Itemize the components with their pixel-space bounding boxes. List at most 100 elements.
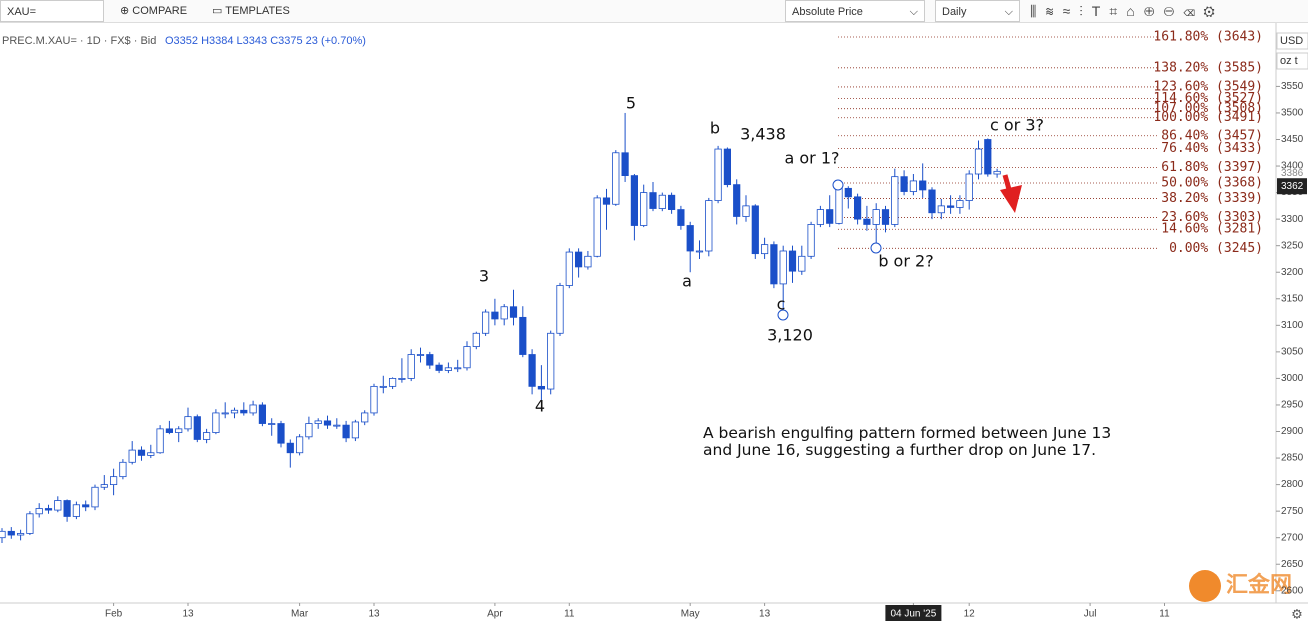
down-arrow (1000, 174, 1022, 213)
candle-body-down (686, 225, 694, 252)
candle-body-down (751, 205, 759, 255)
candle-body-down (258, 404, 267, 424)
candle-body-down (668, 194, 676, 210)
y-tick-label: 3250 (1281, 240, 1304, 251)
wave-label: c (777, 295, 786, 314)
y-tick-label: 2650 (1281, 559, 1304, 570)
candle-body-down (900, 176, 908, 192)
candle-body-up (547, 332, 555, 390)
candle-body-up (100, 484, 108, 488)
candle-body-down (537, 385, 546, 390)
x-tick-label: 04 Jun '25 (890, 609, 936, 620)
candle-body-up (816, 209, 825, 225)
candle-body-up (444, 367, 453, 371)
wave-label: 4 (535, 397, 545, 416)
watermark-text: 汇金网 (1226, 572, 1292, 598)
y-tick-label: 3100 (1281, 320, 1304, 331)
symbol-search[interactable]: XAU= (0, 0, 104, 22)
toolbar: XAU= ⊕ COMPARE ▭ TEMPLATES Absolute Pric… (0, 0, 1308, 23)
candle-body-up (965, 173, 973, 201)
templates-button[interactable]: ▭ TEMPLATES (212, 5, 290, 17)
candle-body-up (761, 244, 769, 255)
wave-label: a (682, 272, 692, 291)
settings-icon[interactable]: ⚙ (1291, 606, 1303, 621)
candle-body-down (788, 250, 797, 272)
y-tick-label: 3550 (1281, 81, 1304, 92)
watermark-logo (1189, 570, 1221, 602)
candle-body-up (35, 508, 43, 515)
candle-body-up (640, 192, 648, 226)
candle-body-up (407, 354, 415, 379)
candle-body-up (872, 209, 880, 225)
candle-body-down (435, 364, 443, 371)
candle-body-down (733, 184, 741, 217)
x-tick-label: Jul (1084, 609, 1097, 620)
interval-select[interactable]: Daily ⌵ (935, 0, 1020, 22)
y-tick-label: 2600 (1281, 585, 1304, 596)
x-tick-label: 12 (964, 609, 976, 620)
dropdown-caret: ⌵ (1004, 6, 1013, 18)
candle-body-up (593, 197, 601, 257)
wave-label: 3 (479, 267, 489, 286)
candle-body-up (91, 486, 99, 508)
candle-body-down (165, 428, 173, 433)
candle-body-up (54, 500, 62, 511)
candle-body-down (7, 530, 15, 536)
candle-body-up (156, 428, 164, 454)
y-tick-label: 3450 (1281, 134, 1304, 145)
candle-body-down (826, 209, 834, 224)
fib-label: 123.60% (3549) (1153, 79, 1263, 94)
currency-box[interactable] (1276, 32, 1308, 50)
y-tick-label: 2900 (1281, 426, 1304, 437)
candle-body-up (230, 409, 239, 414)
candle-body-up (128, 449, 136, 463)
x-tick-highlight (885, 605, 942, 621)
pivot-marker (832, 179, 844, 191)
candle-body-up (705, 200, 713, 252)
x-tick-label: 11 (1159, 609, 1170, 620)
candle-body-down (723, 148, 732, 186)
candle-body-up (147, 452, 155, 456)
templates-label: TEMPLATES (225, 5, 290, 17)
candle-body-up (416, 354, 425, 356)
wave-label: b (710, 119, 720, 138)
x-tick-label: May (681, 609, 700, 620)
compare-button[interactable]: ⊕ COMPARE (120, 5, 188, 17)
candle-body-down (519, 316, 527, 355)
currency: USD (1280, 35, 1303, 47)
y-tick-label: 3400 (1281, 161, 1304, 172)
price-axis-bg (1276, 23, 1308, 625)
x-tick-label: Mar (291, 609, 309, 620)
x-tick-label: Apr (487, 609, 503, 620)
fib-label: 107.00% (3508) (1153, 101, 1263, 116)
crosshair-price: 3386 (1281, 168, 1304, 179)
candle-body-up (612, 152, 620, 205)
candle-body-up (472, 332, 480, 347)
candle-body-down (854, 196, 862, 220)
candle-body-up (584, 255, 592, 268)
candle-body-up (500, 306, 508, 320)
candle-body-up (695, 250, 704, 253)
candle-body-up (202, 432, 211, 440)
unit-box[interactable] (1276, 52, 1308, 70)
fib-label: 161.80% (3643) (1153, 30, 1263, 45)
compare-label: COMPARE (132, 5, 188, 17)
last-price-badge (1277, 178, 1307, 195)
pivot-marker (870, 242, 882, 254)
note: A bearish engulfing pattern formed betwe… (703, 424, 1112, 459)
candle-body-up (779, 250, 787, 285)
candle-body-up (0, 530, 6, 539)
candle-body-up (26, 513, 34, 534)
fib-label: 114.60% (3527) (1153, 91, 1263, 106)
candle-body-up (658, 194, 666, 209)
chart: PREC.M.XAU= · 1D · FX$ · Bid O3352 H3384… (0, 23, 1308, 625)
drawing-tools[interactable]: ⫼≋≈⫶T⌗⌂⊕⊖⌫⚙ (1030, 3, 1224, 19)
price-mode-select[interactable]: Absolute Price ⌵ (785, 0, 925, 22)
candle-body-up (891, 176, 899, 225)
candle-body-down (844, 187, 852, 198)
candle-body-down (323, 420, 332, 426)
candle-body-up (388, 378, 397, 387)
candle-body-down (575, 251, 583, 268)
candle-body-up (956, 200, 964, 208)
